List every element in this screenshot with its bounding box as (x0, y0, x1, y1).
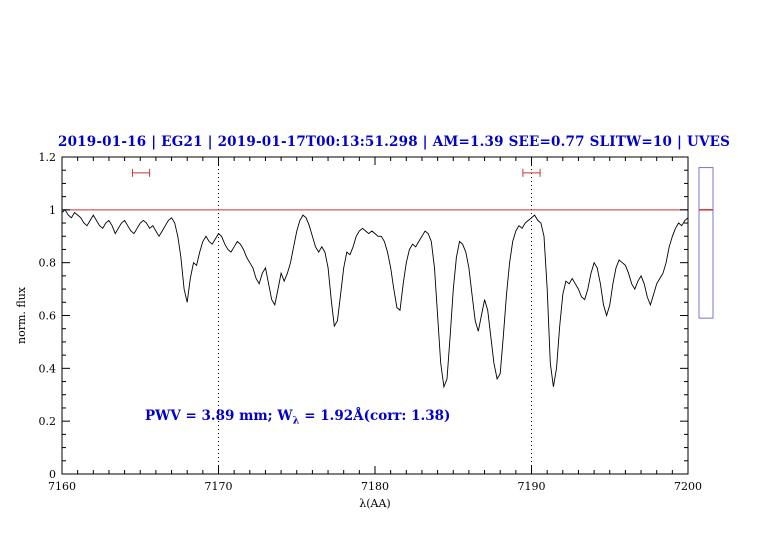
pwv-annotation-suffix: = 1.92Å(corr: 1.38) (299, 408, 451, 424)
x-tick-label: 7180 (361, 480, 389, 493)
pwv-annotation: PWV = 3.89 mm; Wλ = 1.92Å(corr: 1.38) (145, 408, 450, 427)
x-tick-label: 7160 (48, 480, 76, 493)
x-axis-label: λ(AA) (359, 497, 390, 510)
side-indicator-box (698, 167, 714, 319)
pwv-annotation-prefix: PWV = 3.89 mm; W (145, 408, 293, 424)
y-tick-label: 0.6 (39, 310, 57, 323)
x-tick-label: 7200 (674, 480, 702, 493)
y-tick-label: 1.2 (39, 151, 57, 164)
y-tick-label: 0.2 (39, 415, 57, 428)
plot-title: 2019-01-16 | EG21 | 2019-01-17T00:13:51.… (58, 134, 731, 150)
y-tick-label: 0.4 (39, 362, 57, 375)
spectrum-line (61, 209, 689, 389)
x-tick-label: 7170 (205, 480, 233, 493)
y-tick-label: 0.8 (39, 257, 57, 270)
x-tick-label: 7190 (518, 480, 546, 493)
y-axis-label: norm. flux (15, 286, 28, 344)
y-tick-label: 0 (49, 468, 56, 481)
pwv-annotation-lambda-subscript: λ (292, 415, 300, 427)
y-tick-label: 1 (49, 204, 56, 217)
